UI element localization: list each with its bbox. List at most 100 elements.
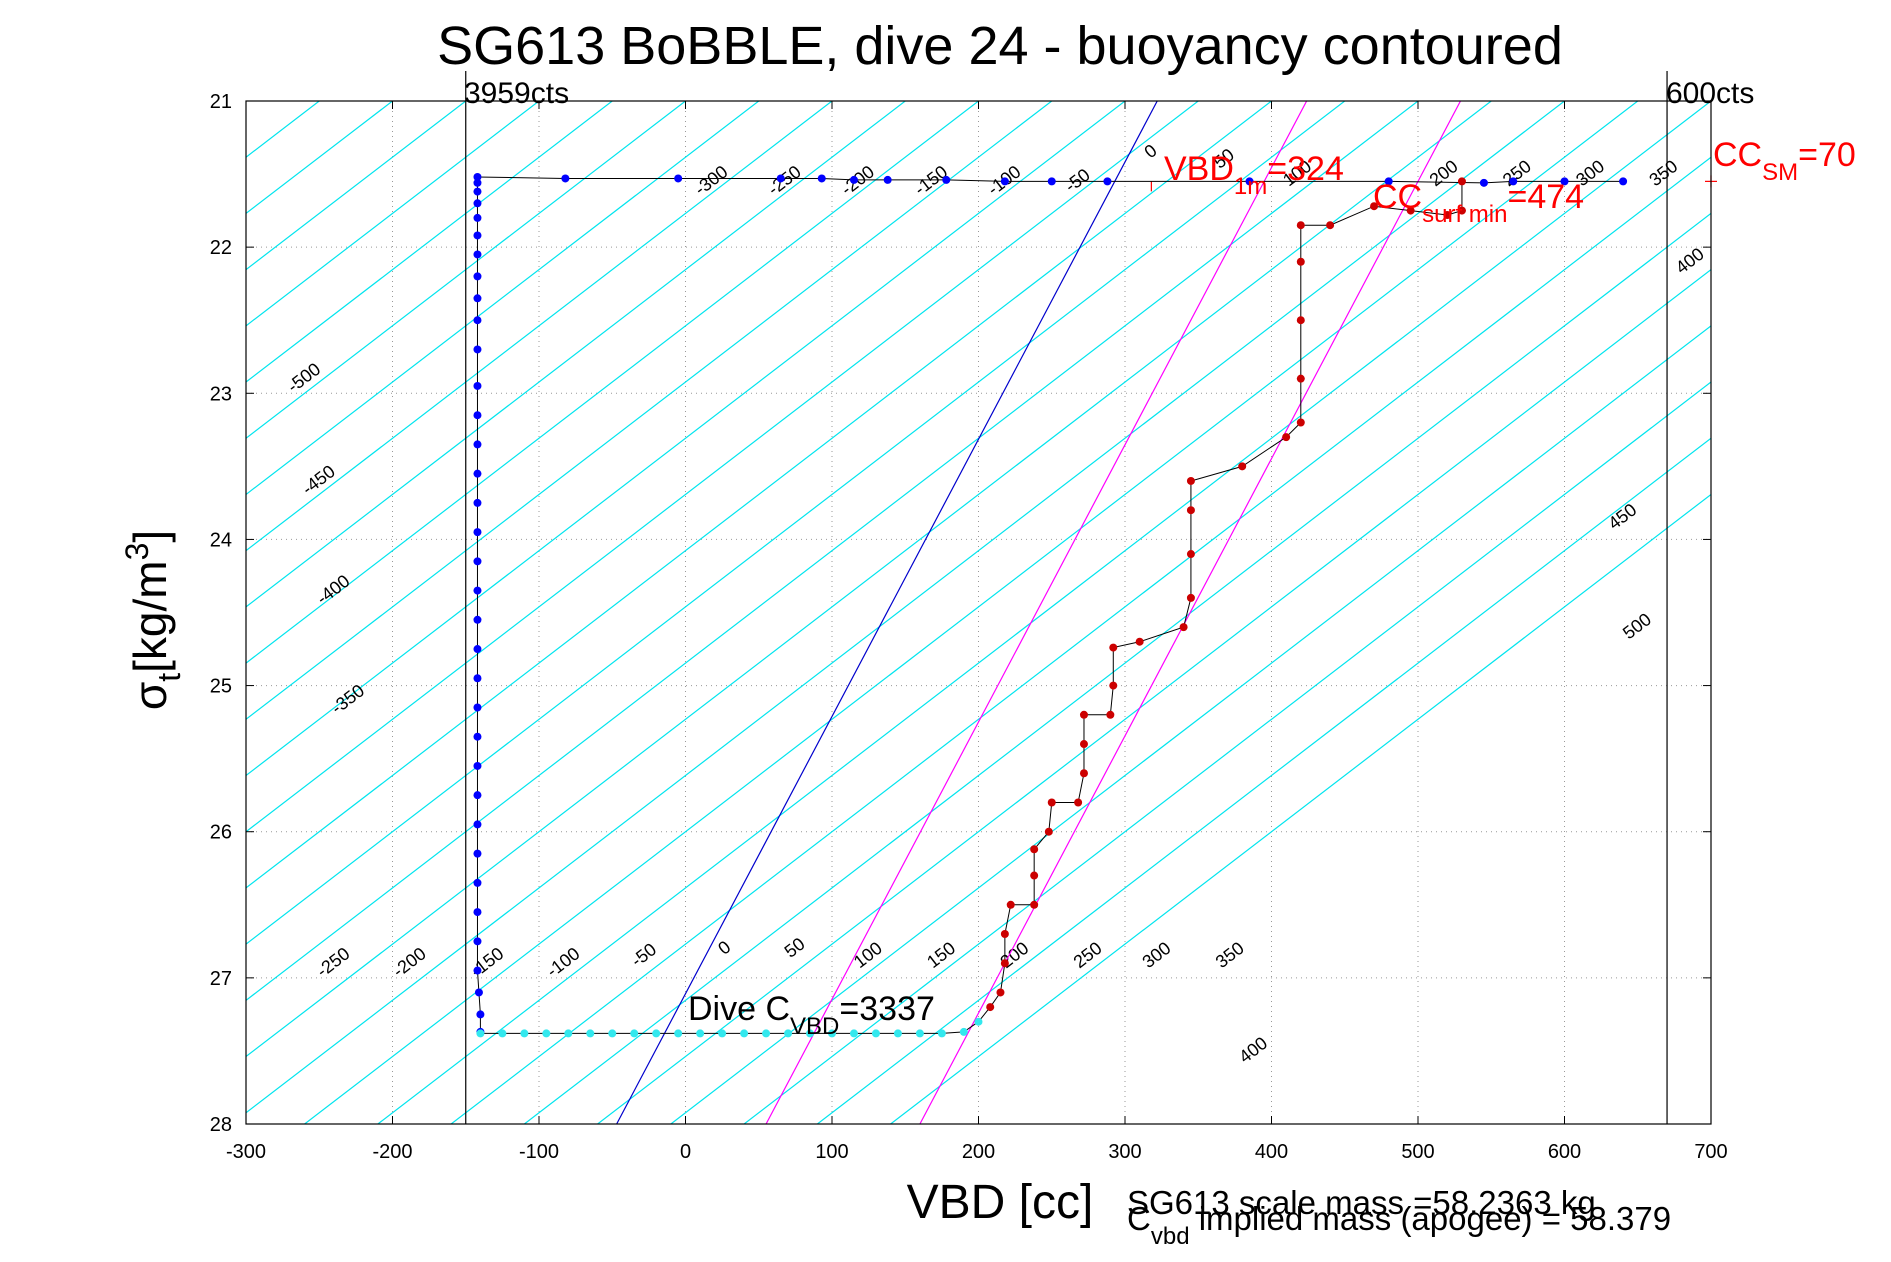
right-limit-label: 600cts bbox=[1666, 77, 1754, 110]
data-point-dive bbox=[473, 791, 482, 800]
data-point-bottom bbox=[498, 1029, 507, 1038]
data-point-ascent bbox=[1186, 506, 1195, 515]
data-point-bottom bbox=[564, 1029, 573, 1038]
x-tick-label: -200 bbox=[372, 1141, 412, 1163]
data-point-dive bbox=[473, 849, 482, 858]
data-point-surface bbox=[1047, 177, 1056, 186]
data-point-ascent bbox=[996, 988, 1005, 997]
data-point-ascent bbox=[1079, 710, 1088, 719]
data-point-bottom bbox=[849, 1029, 858, 1038]
data-point-surface bbox=[849, 175, 858, 184]
data-point-bottom bbox=[915, 1029, 924, 1038]
x-tick-label: 700 bbox=[1694, 1141, 1727, 1163]
data-point-surface bbox=[817, 174, 826, 183]
data-point-ascent bbox=[1370, 202, 1379, 211]
data-point-surface bbox=[776, 174, 785, 183]
contour-line bbox=[246, 101, 1419, 1002]
data-point-ascent bbox=[1079, 740, 1088, 749]
data-point-bottom bbox=[806, 1029, 815, 1038]
contour-line bbox=[246, 101, 1053, 721]
y-tick-label: 21 bbox=[210, 91, 232, 113]
data-point-dive bbox=[473, 272, 482, 281]
contour-line bbox=[246, 101, 833, 552]
contour-line bbox=[246, 101, 1126, 777]
data-point-dive bbox=[473, 937, 482, 946]
data-point-dive bbox=[473, 528, 482, 537]
data-point-surface bbox=[1384, 177, 1393, 186]
data-point-ascent bbox=[1296, 374, 1305, 383]
data-point-dive bbox=[473, 703, 482, 712]
data-point-ascent bbox=[1186, 476, 1195, 485]
ylabel-main: σ bbox=[124, 682, 176, 710]
data-point-bottom bbox=[608, 1029, 617, 1038]
data-point-dive bbox=[473, 966, 482, 975]
data-point-bottom bbox=[784, 1029, 793, 1038]
data-point-surface bbox=[1103, 177, 1112, 186]
ylabel-close: ] bbox=[124, 530, 176, 543]
data-point-surface bbox=[561, 174, 570, 183]
data-point-ascent bbox=[1079, 769, 1088, 778]
data-point-ascent bbox=[1296, 257, 1305, 266]
x-tick-label: 400 bbox=[1255, 1141, 1288, 1163]
data-point-dive bbox=[473, 878, 482, 887]
data-point-ascent bbox=[1030, 871, 1039, 880]
contour-line bbox=[246, 101, 613, 383]
data-point-ascent bbox=[1179, 623, 1188, 632]
data-point-ascent bbox=[1030, 900, 1039, 909]
ylabel-sub: t bbox=[151, 673, 187, 682]
data-point-dive bbox=[473, 411, 482, 420]
data-point-dive bbox=[473, 345, 482, 354]
contour-line bbox=[246, 101, 760, 496]
data-point-ascent bbox=[1047, 798, 1056, 807]
data-point-ascent bbox=[1109, 681, 1118, 690]
data-point-surface bbox=[942, 175, 951, 184]
data-point-ascent bbox=[986, 1003, 995, 1012]
contour-line bbox=[304, 101, 1639, 1124]
x-tick-label: 0 bbox=[680, 1141, 691, 1163]
data-point-dive bbox=[473, 674, 482, 683]
scale-mass-text: SG613 scale mass =58.2363 kg bbox=[1127, 1184, 1596, 1221]
data-point-ascent bbox=[1296, 221, 1305, 230]
y-tick-label: 23 bbox=[210, 383, 232, 405]
data-point-ascent bbox=[1282, 433, 1291, 442]
data-point-ascent bbox=[1443, 210, 1452, 219]
data-point-dive bbox=[473, 187, 482, 196]
data-point-dive bbox=[476, 1010, 485, 1019]
contour-line bbox=[523, 212, 1711, 1124]
profile-points bbox=[473, 172, 1628, 1038]
data-point-ascent bbox=[1406, 206, 1415, 215]
x-tick-label: 500 bbox=[1401, 1141, 1434, 1163]
data-point-ascent bbox=[1457, 206, 1466, 215]
data-point-dive bbox=[473, 231, 482, 240]
sm-line bbox=[765, 101, 1308, 1124]
x-tick-label: 200 bbox=[962, 1141, 995, 1163]
contour-line bbox=[246, 101, 979, 664]
data-point-dive bbox=[473, 557, 482, 566]
data-point-dive bbox=[473, 615, 482, 624]
contour-line bbox=[890, 493, 1711, 1124]
data-point-ascent bbox=[1000, 959, 1009, 968]
chart-title: SG613 BoBBLE, dive 24 - buoyancy contour… bbox=[437, 16, 1563, 76]
svg-text:σt[kg/m3]: σt[kg/m3] bbox=[119, 530, 187, 710]
data-point-surface bbox=[1619, 177, 1628, 186]
data-point-ascent bbox=[1326, 221, 1335, 230]
data-point-dive bbox=[473, 498, 482, 507]
data-point-bottom bbox=[652, 1029, 661, 1038]
data-point-ascent bbox=[1106, 710, 1115, 719]
data-point-bottom bbox=[542, 1029, 551, 1038]
data-point-bottom bbox=[586, 1029, 595, 1038]
x-axis-ticks: -300 -200 -100 0 100 200 300 400 500 600 700 bbox=[226, 101, 1728, 1163]
data-point-ascent bbox=[1186, 593, 1195, 602]
data-point-dive bbox=[473, 294, 482, 303]
data-point-dive bbox=[473, 316, 482, 325]
data-point-ascent bbox=[1074, 798, 1083, 807]
data-point-bottom bbox=[696, 1029, 705, 1038]
x-tick-label: 600 bbox=[1548, 1141, 1581, 1163]
contour-line bbox=[816, 437, 1711, 1124]
contour-line bbox=[246, 101, 1346, 945]
sm-line bbox=[919, 101, 1462, 1124]
data-point-bottom bbox=[893, 1029, 902, 1038]
data-point-ascent bbox=[1006, 900, 1015, 909]
data-point-dive bbox=[473, 469, 482, 478]
contour-line bbox=[246, 101, 906, 608]
